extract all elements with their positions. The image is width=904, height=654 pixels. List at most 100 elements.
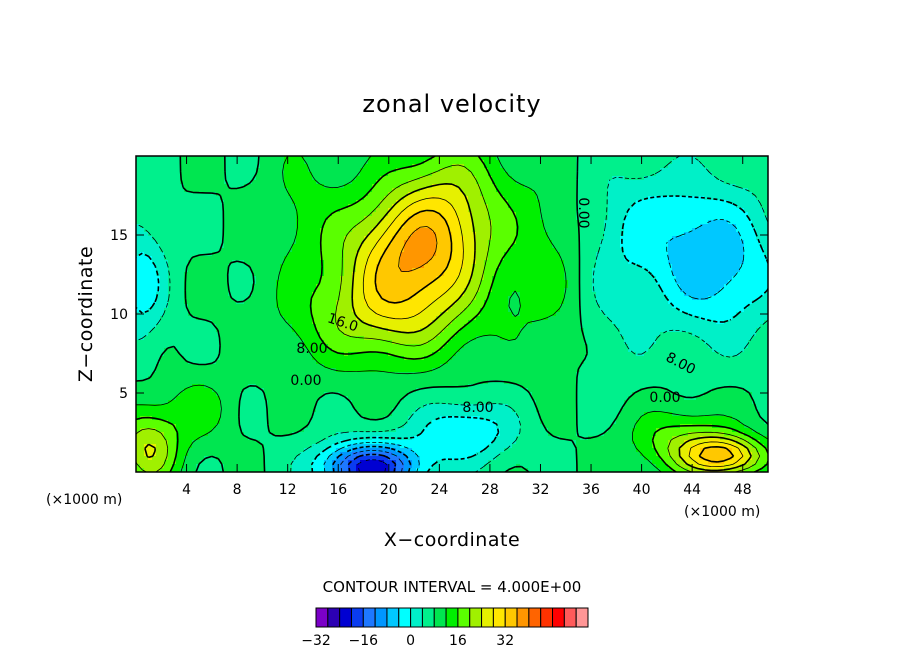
field-cell [632, 256, 637, 261]
field-cell [404, 156, 409, 161]
field-cell [500, 204, 505, 209]
field-cell [476, 228, 481, 233]
field-cell [356, 156, 361, 161]
field-cell [148, 276, 153, 281]
field-cell [180, 224, 185, 229]
field-cell [164, 240, 169, 245]
field-cell [636, 160, 641, 165]
field-cell [536, 228, 541, 233]
field-cell [164, 224, 169, 229]
field-cell [212, 232, 217, 237]
field-cell [380, 240, 385, 245]
field-cell [444, 208, 449, 213]
field-cell [760, 260, 765, 265]
field-cell [352, 208, 357, 213]
field-cell [400, 272, 405, 277]
field-cell [456, 256, 461, 261]
field-cell [160, 160, 165, 165]
field-cell [680, 180, 685, 185]
field-cell [524, 256, 529, 261]
field-cell [332, 252, 337, 257]
field-cell [464, 268, 469, 273]
field-cell [764, 276, 768, 281]
field-cell [332, 180, 337, 185]
field-cell [732, 264, 737, 269]
field-cell [268, 216, 273, 221]
field-cell [460, 256, 465, 261]
field-cell [704, 172, 709, 177]
field-cell [220, 224, 225, 229]
field-cell [288, 244, 293, 249]
field-cell [760, 268, 765, 273]
field-cell [672, 184, 677, 189]
field-cell [296, 260, 301, 265]
field-cell [556, 264, 561, 269]
field-cell [540, 212, 545, 217]
field-cell [192, 208, 197, 213]
field-cell [644, 228, 649, 233]
field-cell [544, 172, 549, 177]
field-cell [360, 212, 365, 217]
field-cell [268, 264, 273, 269]
field-cell [268, 240, 273, 245]
field-cell [424, 264, 429, 269]
field-cell [500, 212, 505, 217]
field-cell [400, 160, 405, 165]
field-cell [664, 256, 669, 261]
field-cell [760, 184, 765, 189]
field-cell [404, 244, 409, 249]
field-cell [364, 280, 369, 285]
field-cell [284, 216, 289, 221]
field-cell [284, 172, 289, 177]
field-cell [236, 244, 241, 249]
field-cell [548, 276, 553, 281]
field-cell [732, 276, 737, 281]
field-cell [736, 188, 741, 193]
field-cell [160, 256, 165, 261]
field-cell [140, 184, 145, 189]
field-cell [720, 156, 725, 161]
field-cell [740, 192, 745, 197]
field-cell [200, 192, 205, 197]
field-cell [240, 220, 245, 225]
field-cell [324, 176, 329, 181]
field-cell [484, 184, 489, 189]
field-cell [716, 184, 721, 189]
field-cell [388, 180, 393, 185]
field-cell [468, 164, 473, 169]
field-cell [420, 164, 425, 169]
field-cell [320, 220, 325, 225]
field-cell [692, 192, 697, 197]
field-cell [448, 172, 453, 177]
field-cell [204, 184, 209, 189]
field-cell [172, 260, 177, 265]
field-cell [280, 220, 285, 225]
field-cell [300, 160, 305, 165]
field-cell [272, 188, 277, 193]
field-cell [428, 204, 433, 209]
field-cell [424, 204, 429, 209]
field-cell [656, 188, 661, 193]
field-cell [688, 244, 693, 249]
field-cell [332, 244, 337, 249]
field-cell [388, 168, 393, 173]
field-cell [544, 240, 549, 245]
field-cell [260, 248, 265, 253]
field-cell [604, 260, 609, 265]
field-cell [348, 176, 353, 181]
field-cell [368, 196, 373, 201]
field-cell [140, 188, 145, 193]
field-cell [380, 188, 385, 193]
field-cell [640, 248, 645, 253]
field-cell [456, 172, 461, 177]
field-cell [444, 264, 449, 269]
field-cell [596, 212, 601, 217]
field-cell [664, 156, 669, 161]
field-cell [216, 252, 221, 257]
field-cell [364, 276, 369, 281]
field-cell [372, 156, 377, 161]
field-cell [596, 196, 601, 201]
field-cell [144, 160, 149, 165]
field-cell [196, 196, 201, 201]
field-cell [272, 224, 277, 229]
